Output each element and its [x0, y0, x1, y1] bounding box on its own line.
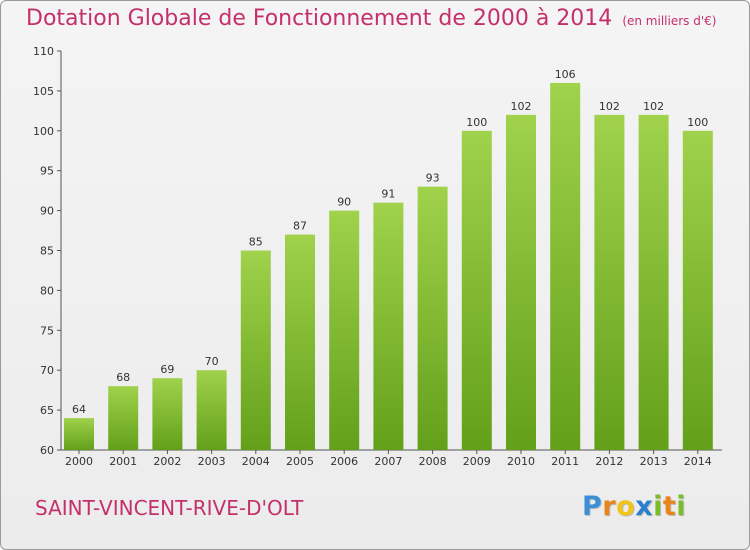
value-label-2004: 85 — [249, 236, 263, 249]
value-label-2000: 64 — [72, 403, 86, 416]
logo-letter: t — [662, 491, 677, 522]
bar-2006 — [329, 210, 360, 450]
logo-letter: r — [602, 491, 617, 522]
x-tick-label-2012: 2012 — [595, 455, 623, 468]
value-label-2003: 70 — [205, 355, 219, 368]
y-tick-label: 60 — [40, 444, 54, 457]
x-tick-label-2011: 2011 — [551, 455, 579, 468]
logo-letter: P — [582, 491, 603, 522]
chart-title-text: Dotation Globale de Fonctionnement de 20… — [26, 6, 613, 31]
x-tick-label-2005: 2005 — [286, 455, 314, 468]
y-axis: 60 65 70 75 80 85 90 95 100 105 110 — [33, 45, 62, 457]
logo-letter: i — [676, 491, 687, 522]
value-label-2014: 100 — [687, 116, 708, 129]
proxiti-logo: Proxiti — [582, 491, 686, 522]
bars: 64 68 69 70 85 87 90 91 93 100 102 106 102 102 100 — [64, 68, 713, 451]
commune-name: SAINT-VINCENT-RIVE-D'OLT — [35, 496, 304, 520]
value-label-2010: 102 — [511, 100, 532, 113]
bar-2000 — [64, 418, 94, 450]
x-tick-label-2002: 2002 — [153, 455, 181, 468]
value-label-2012: 102 — [599, 100, 620, 113]
y-tick-label: 110 — [33, 45, 54, 58]
y-tick-label: 105 — [33, 85, 54, 98]
y-tick-label: 80 — [40, 284, 54, 297]
y-tick-label: 70 — [40, 364, 54, 377]
x-tick-label-2008: 2008 — [419, 455, 447, 468]
x-tick-label-2003: 2003 — [198, 455, 226, 468]
bar-2008 — [417, 186, 448, 450]
y-tick-label: 90 — [40, 205, 54, 218]
bar-2003 — [196, 370, 227, 450]
bar-2014 — [682, 130, 713, 451]
x-tick-label-2006: 2006 — [330, 455, 358, 468]
chart-unit: (en milliers d'€) — [622, 14, 717, 28]
logo-letter: i — [653, 491, 663, 522]
bar-2013 — [638, 114, 669, 450]
value-label-2007: 91 — [381, 188, 395, 201]
x-tick-label-2004: 2004 — [242, 455, 270, 468]
bar-2011 — [550, 82, 581, 451]
x-tick-label-2001: 2001 — [109, 455, 137, 468]
bar-2004 — [240, 250, 271, 450]
bar-2010 — [506, 114, 536, 450]
chart-title: Dotation Globale de Fonctionnement de 20… — [26, 6, 716, 31]
x-tick-label-2009: 2009 — [463, 455, 491, 468]
bar-2012 — [594, 114, 625, 450]
y-tick-label: 85 — [40, 245, 54, 258]
value-label-2006: 90 — [337, 196, 351, 209]
y-tick-label: 65 — [40, 404, 54, 417]
value-label-2009: 100 — [466, 116, 487, 129]
value-label-2011: 106 — [555, 68, 576, 81]
x-tick-label-2013: 2013 — [640, 455, 668, 468]
bar-2005 — [285, 234, 315, 450]
bar-2001 — [108, 386, 139, 450]
value-label-2002: 69 — [160, 363, 174, 376]
x-tick-label-2007: 2007 — [374, 455, 402, 468]
y-tick-label: 100 — [33, 125, 54, 138]
value-label-2008: 93 — [426, 172, 440, 185]
bar-2002 — [152, 378, 183, 450]
x-tick-label-2000: 2000 — [65, 455, 93, 468]
value-label-2005: 87 — [293, 220, 307, 233]
value-label-2001: 68 — [116, 371, 130, 384]
bar-2007 — [373, 202, 404, 450]
logo-letter: o — [616, 491, 636, 522]
bar-2009 — [461, 130, 492, 451]
value-label-2013: 102 — [643, 100, 664, 113]
y-tick-label: 75 — [40, 324, 54, 337]
x-axis: 2000 2001 2002 2003 2004 2005 2006 2007 2008 2009… — [61, 449, 722, 468]
logo-letter: x — [635, 491, 654, 522]
y-tick-label: 95 — [40, 165, 54, 178]
x-tick-label-2014: 2014 — [684, 455, 712, 468]
x-tick-label-2010: 2010 — [507, 455, 535, 468]
